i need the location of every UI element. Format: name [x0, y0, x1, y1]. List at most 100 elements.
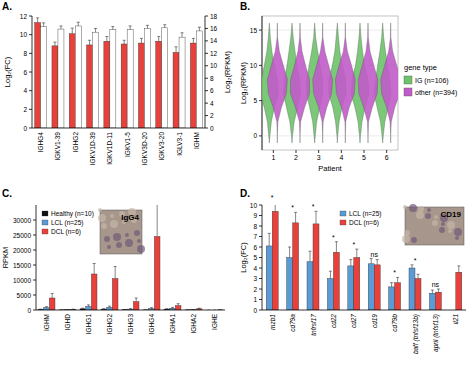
tick-label: 10000 — [13, 277, 31, 284]
tick-label: 2 — [23, 106, 27, 113]
bar — [327, 279, 333, 311]
tick-label: 0 — [23, 125, 27, 132]
error-bar — [336, 242, 337, 253]
y-axis — [205, 16, 206, 128]
bar — [93, 32, 99, 128]
error-bar — [178, 304, 179, 306]
tick — [205, 28, 208, 29]
error-cap — [417, 274, 420, 275]
category-label: IGHG4 — [148, 314, 155, 335]
tick — [259, 100, 262, 101]
error-bar — [199, 308, 200, 310]
y-axis — [36, 205, 37, 310]
tick-label: 5 — [253, 97, 257, 104]
tick — [259, 278, 262, 279]
error-cap — [53, 42, 56, 43]
significance: * — [393, 269, 396, 276]
inset-texture — [411, 237, 417, 243]
bar — [395, 283, 401, 310]
error-bar — [269, 233, 270, 246]
tick-label: 6 — [253, 244, 257, 251]
tick-label: 3 — [253, 275, 257, 282]
legend-label: IG (n=106) — [415, 77, 449, 85]
inset-texture — [434, 215, 438, 219]
tick-label: 4 — [253, 265, 257, 272]
tick — [205, 115, 208, 116]
tick — [259, 30, 262, 31]
tick — [29, 72, 32, 73]
legend-swatch — [404, 76, 412, 84]
tick-label: 0 — [253, 132, 257, 139]
error-cap — [376, 259, 379, 260]
tick — [33, 265, 36, 266]
x-axis — [32, 128, 205, 129]
category-label: baff (tnfsf13b) — [412, 314, 420, 354]
error-bar — [54, 42, 55, 46]
inset-texture — [125, 233, 129, 237]
bar — [175, 306, 181, 311]
error-cap — [108, 306, 111, 307]
bar — [179, 37, 185, 128]
error-bar — [275, 205, 276, 211]
category-label: cd79b — [391, 314, 398, 332]
error-bar — [316, 211, 317, 224]
bar — [156, 41, 162, 128]
error-bar — [371, 259, 372, 264]
error-bar — [78, 22, 79, 26]
tick — [259, 205, 262, 206]
error-cap — [102, 308, 105, 309]
tick — [205, 16, 208, 17]
error-cap — [437, 289, 440, 290]
error-bar — [432, 290, 433, 293]
category-label: cd27 — [350, 314, 357, 328]
error-cap — [288, 247, 291, 248]
error-bar — [109, 306, 110, 307]
error-bar — [60, 26, 61, 29]
error-bar — [176, 47, 177, 53]
tick-label: 5 — [253, 254, 257, 261]
error-cap — [192, 38, 195, 39]
error-cap — [135, 298, 138, 299]
inset-texture — [101, 223, 107, 229]
error-bar — [157, 205, 158, 237]
tick — [259, 135, 262, 136]
category-label: IGHD — [64, 314, 71, 331]
category-label: IGKV1D-39 — [89, 132, 96, 166]
grid-line — [262, 30, 398, 31]
error-bar — [141, 38, 142, 43]
bar — [173, 52, 179, 128]
legend-swatch — [340, 220, 346, 225]
error-cap — [198, 27, 201, 28]
error-bar — [458, 266, 459, 272]
significance: * — [414, 257, 417, 264]
tick-label: 6 — [23, 69, 27, 76]
category-label: 4 — [339, 154, 343, 161]
panel-label: B. — [240, 1, 250, 12]
bar — [58, 29, 64, 128]
error-bar — [350, 260, 351, 266]
tick — [205, 53, 208, 54]
error-cap — [329, 271, 332, 272]
inset-texture — [416, 211, 424, 219]
bar — [389, 287, 395, 310]
tick-label: 2 — [253, 286, 257, 293]
error-bar — [199, 27, 200, 31]
error-cap — [72, 309, 75, 310]
tick — [205, 40, 208, 41]
error-cap — [45, 306, 48, 307]
error-bar — [147, 25, 148, 28]
category-label: IGHG2 — [106, 314, 113, 335]
violin — [335, 23, 355, 143]
tick-label: 0 — [27, 307, 31, 314]
error-cap — [457, 265, 460, 266]
significance: ns — [370, 251, 378, 258]
error-cap — [146, 25, 149, 26]
panel-label: D. — [240, 188, 250, 199]
tick — [259, 247, 262, 248]
significance: * — [312, 203, 315, 210]
bar — [409, 268, 415, 310]
error-cap — [111, 26, 114, 27]
inset-texture — [432, 220, 438, 226]
tick-label: 25000 — [13, 232, 31, 239]
bar — [138, 43, 144, 128]
